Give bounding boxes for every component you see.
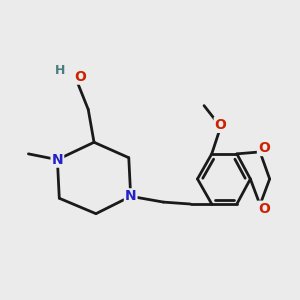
Text: O: O <box>258 141 270 155</box>
Text: O: O <box>215 118 226 132</box>
Text: N: N <box>125 189 136 203</box>
Text: N: N <box>52 153 63 167</box>
Text: O: O <box>258 202 270 216</box>
Text: O: O <box>74 70 86 84</box>
Text: H: H <box>55 64 66 77</box>
